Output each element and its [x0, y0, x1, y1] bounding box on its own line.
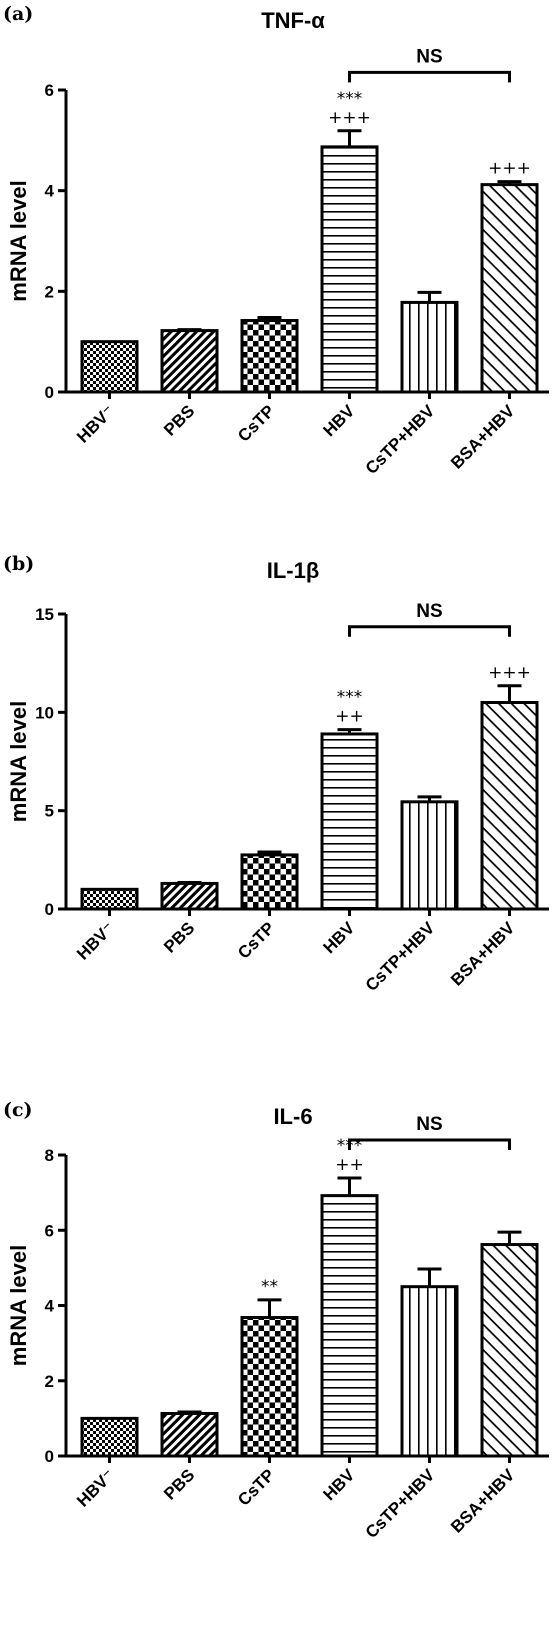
- x-tick-label: CsTP: [234, 1465, 278, 1509]
- y-tick-label: 2: [45, 1372, 54, 1391]
- x-tick-label: CsTP: [234, 918, 278, 962]
- panel-letter: (b): [3, 553, 34, 575]
- comparison-bracket: [348, 70, 511, 83]
- chart-title: IL-1β: [267, 558, 320, 583]
- y-tick-label: 15: [35, 605, 54, 624]
- bar: [80, 1416, 139, 1458]
- x-tick-label: BSA+HBV: [447, 1465, 519, 1537]
- chart-panel-1: (a) TNF-α mRNA level 0 2 4 6 HBV⁻ PBS CsTP HBV CsTP…: [3, 3, 549, 478]
- significance-mark: +++: [488, 663, 531, 683]
- x-tick-label: PBS: [160, 401, 198, 439]
- y-tick-label: 2: [45, 282, 54, 301]
- bar: [320, 145, 379, 394]
- y-tick-label: 0: [45, 383, 54, 402]
- y-tick-label: 4: [45, 1297, 55, 1316]
- y-tick-label: 6: [45, 81, 54, 100]
- x-tick-label: BSA+HBV: [447, 401, 519, 473]
- y-tick-label: 0: [45, 900, 54, 919]
- bar: [320, 732, 379, 911]
- comparison-label: NS: [416, 601, 442, 622]
- x-tick-label: PBS: [160, 1465, 198, 1503]
- x-tick-label: HBV⁻: [73, 401, 118, 446]
- x-tick-label: CsTP+HBV: [362, 918, 439, 995]
- comparison-bracket: [348, 1138, 511, 1150]
- x-tick-label: CsTP: [234, 401, 278, 445]
- bar: [240, 1316, 299, 1458]
- significance-mark: **: [261, 1277, 278, 1297]
- bar: [480, 183, 539, 394]
- x-tick-label: BSA+HBV: [447, 918, 519, 990]
- x-tick-label: HBV: [320, 1465, 359, 1504]
- y-tick-label: 6: [45, 1221, 54, 1240]
- y-tick-label: 4: [45, 182, 55, 201]
- x-tick-label: CsTP+HBV: [362, 401, 439, 478]
- panel-letter: (c): [3, 1099, 33, 1121]
- bar: [320, 1194, 379, 1458]
- comparison-bracket: [348, 625, 511, 637]
- bar: [240, 853, 299, 911]
- significance-mark: ++: [335, 707, 364, 727]
- bar: [80, 340, 139, 394]
- comparison-label: NS: [416, 1114, 442, 1135]
- bar: [480, 701, 539, 911]
- x-tick-label: CsTP+HBV: [362, 1465, 439, 1542]
- bar: [240, 319, 299, 394]
- bar: [160, 881, 219, 911]
- bar: [160, 329, 219, 394]
- chart-panel-2: (b) IL-1β mRNA level 0 5 10 15 HBV⁻ PBS CsTP HBV Cs…: [3, 553, 549, 995]
- y-tick-label: 0: [45, 1447, 54, 1466]
- y-tick-label: 10: [35, 703, 54, 722]
- x-tick-label: HBV⁻: [73, 918, 118, 963]
- bar: [400, 300, 459, 394]
- comparison-label: NS: [416, 46, 442, 67]
- bar: [400, 1285, 459, 1458]
- x-tick-label: HBV: [320, 918, 359, 957]
- y-axis-label: mRNA level: [6, 701, 31, 822]
- panel-letter: (a): [3, 3, 33, 25]
- bar: [160, 1411, 219, 1458]
- x-tick-label: HBV⁻: [73, 1465, 118, 1510]
- chart-panel-3: (c) IL-6 mRNA level 0 2 4 6 8 HBV⁻ PBS CsTP HBV CsTP…: [3, 1099, 549, 1542]
- y-axis-label: mRNA level: [6, 180, 31, 301]
- significance-mark: ***: [337, 688, 363, 708]
- chart-title: TNF-α: [261, 8, 325, 33]
- significance-mark: ++: [335, 1155, 364, 1175]
- bar: [480, 1243, 539, 1458]
- significance-mark: ***: [337, 89, 363, 109]
- chart-title: IL-6: [273, 1104, 312, 1129]
- bar: [80, 887, 139, 911]
- significance-mark: +++: [328, 108, 371, 128]
- y-tick-label: 5: [45, 802, 54, 821]
- bar: [400, 800, 459, 911]
- y-axis-label: mRNA level: [6, 1245, 31, 1366]
- significance-mark: +++: [488, 159, 531, 179]
- y-tick-label: 8: [45, 1146, 54, 1165]
- x-tick-label: PBS: [160, 918, 198, 956]
- x-tick-label: HBV: [320, 401, 359, 440]
